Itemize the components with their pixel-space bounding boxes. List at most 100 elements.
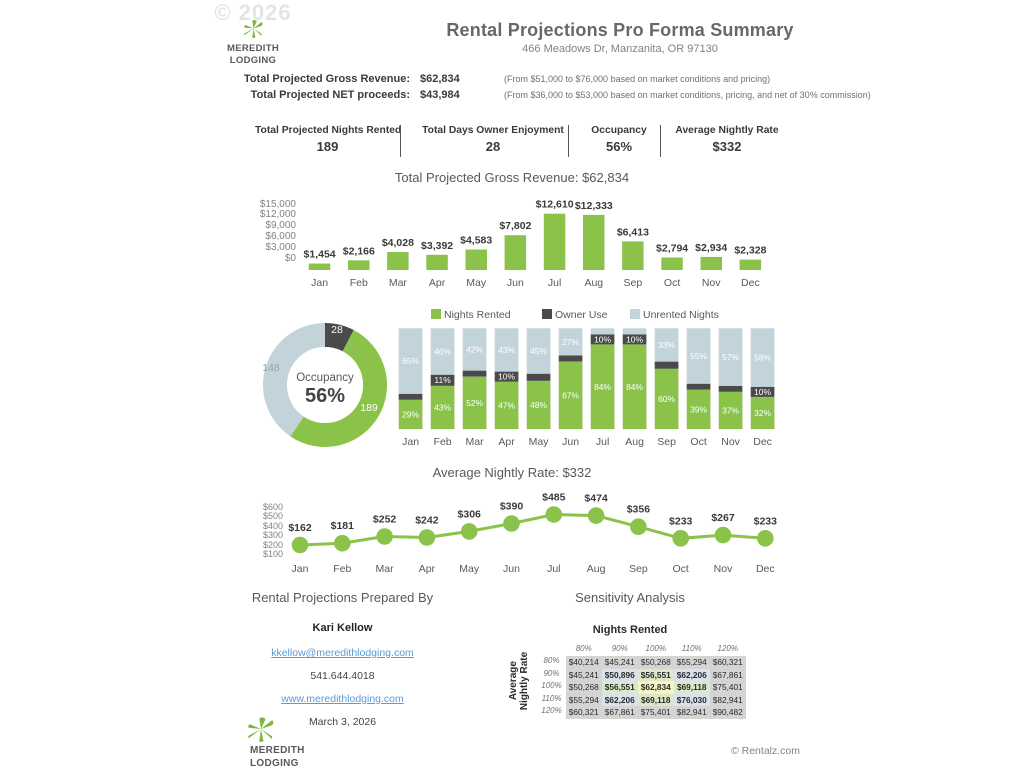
svg-text:Dec: Dec	[756, 563, 775, 575]
svg-text:Jun: Jun	[507, 277, 524, 289]
svg-text:Aug: Aug	[584, 277, 603, 289]
svg-text:Nov: Nov	[721, 436, 740, 448]
svg-text:10%: 10%	[498, 372, 515, 382]
svg-text:Jul: Jul	[548, 277, 561, 289]
svg-text:Oct: Oct	[664, 277, 680, 289]
svg-text:11%: 11%	[434, 375, 451, 385]
svg-text:$233: $233	[669, 515, 693, 527]
svg-text:$4,028: $4,028	[382, 237, 414, 249]
svg-text:$252: $252	[373, 514, 397, 526]
svg-text:$2,166: $2,166	[343, 245, 375, 257]
svg-text:58%: 58%	[754, 353, 771, 363]
svg-text:Jun: Jun	[562, 436, 579, 448]
svg-text:$6,413: $6,413	[617, 226, 649, 238]
svg-text:Feb: Feb	[333, 563, 351, 575]
svg-text:Feb: Feb	[350, 277, 368, 289]
svg-text:67%: 67%	[562, 390, 579, 400]
svg-text:Nov: Nov	[714, 563, 733, 575]
svg-text:56%: 56%	[305, 385, 345, 407]
svg-text:28: 28	[331, 324, 343, 336]
svg-text:$300: $300	[263, 530, 283, 540]
svg-text:$306: $306	[458, 508, 482, 520]
svg-text:$7,802: $7,802	[499, 220, 531, 232]
svg-text:Jan: Jan	[311, 277, 328, 289]
svg-text:Jul: Jul	[547, 563, 560, 575]
svg-text:47%: 47%	[498, 400, 515, 410]
svg-text:$242: $242	[415, 515, 439, 527]
svg-text:$2,794: $2,794	[656, 243, 688, 255]
svg-text:Mar: Mar	[466, 436, 485, 448]
svg-text:37%: 37%	[722, 406, 739, 416]
svg-text:Mar: Mar	[376, 563, 395, 575]
svg-text:May: May	[466, 277, 487, 289]
svg-text:$162: $162	[288, 522, 312, 534]
svg-text:$0: $0	[285, 253, 297, 264]
svg-text:Dec: Dec	[741, 277, 760, 289]
svg-text:39%: 39%	[690, 404, 707, 414]
svg-text:$100: $100	[263, 549, 283, 559]
svg-text:Nights Rented: Nights Rented	[444, 309, 511, 321]
svg-text:Nov: Nov	[702, 277, 721, 289]
svg-text:65%: 65%	[402, 356, 419, 366]
svg-text:Apr: Apr	[498, 436, 515, 448]
svg-text:57%: 57%	[722, 352, 739, 362]
svg-text:May: May	[529, 436, 550, 448]
svg-text:Sep: Sep	[624, 277, 643, 289]
svg-text:$474: $474	[584, 493, 608, 505]
svg-text:84%: 84%	[594, 382, 611, 392]
svg-text:$12,333: $12,333	[575, 200, 613, 212]
svg-text:$3,392: $3,392	[421, 240, 453, 252]
svg-text:$233: $233	[754, 515, 778, 527]
svg-text:43%: 43%	[434, 402, 451, 412]
svg-text:29%: 29%	[402, 410, 419, 420]
svg-text:Jan: Jan	[402, 436, 419, 448]
svg-text:$12,000: $12,000	[260, 209, 297, 220]
svg-text:$2,934: $2,934	[695, 242, 727, 254]
svg-text:Unrented Nights: Unrented Nights	[643, 309, 719, 321]
svg-text:Jun: Jun	[503, 563, 520, 575]
svg-text:$500: $500	[263, 511, 283, 521]
svg-text:$181: $181	[331, 520, 355, 532]
svg-text:48%: 48%	[530, 400, 547, 410]
svg-text:189: 189	[360, 402, 378, 414]
svg-text:10%: 10%	[594, 334, 611, 344]
svg-text:55%: 55%	[690, 351, 707, 361]
svg-text:$267: $267	[711, 512, 735, 524]
svg-text:$1,454: $1,454	[304, 249, 336, 261]
svg-text:Occupancy: Occupancy	[296, 372, 354, 384]
svg-text:27%: 27%	[562, 337, 579, 347]
svg-text:43%: 43%	[498, 345, 515, 355]
svg-text:Sep: Sep	[657, 436, 676, 448]
svg-text:60%: 60%	[658, 394, 675, 404]
svg-text:52%: 52%	[466, 398, 483, 408]
svg-text:$356: $356	[627, 504, 651, 516]
svg-text:45%: 45%	[530, 346, 547, 356]
svg-text:Dec: Dec	[753, 436, 772, 448]
svg-text:84%: 84%	[626, 382, 643, 392]
svg-text:Feb: Feb	[434, 436, 452, 448]
svg-text:Owner Use: Owner Use	[555, 309, 608, 321]
svg-text:Jan: Jan	[292, 563, 309, 575]
svg-text:42%: 42%	[466, 345, 483, 355]
svg-text:Oct: Oct	[690, 436, 706, 448]
svg-text:Apr: Apr	[419, 563, 436, 575]
svg-text:Aug: Aug	[625, 436, 644, 448]
svg-text:$3,000: $3,000	[265, 242, 296, 253]
svg-text:$2,328: $2,328	[734, 245, 766, 257]
svg-text:10%: 10%	[626, 334, 643, 344]
svg-text:$390: $390	[500, 501, 524, 513]
svg-text:$12,610: $12,610	[536, 199, 574, 211]
svg-text:148: 148	[262, 362, 280, 374]
svg-text:May: May	[459, 563, 480, 575]
svg-text:Sep: Sep	[629, 563, 648, 575]
svg-text:Mar: Mar	[389, 277, 408, 289]
svg-text:10%: 10%	[754, 387, 771, 397]
svg-text:$485: $485	[542, 492, 566, 504]
svg-text:Oct: Oct	[673, 563, 689, 575]
svg-text:32%: 32%	[754, 408, 771, 418]
svg-text:$6,000: $6,000	[265, 231, 296, 242]
svg-text:$4,583: $4,583	[460, 235, 492, 247]
svg-text:Apr: Apr	[429, 277, 446, 289]
svg-text:46%: 46%	[434, 347, 451, 357]
svg-text:$9,000: $9,000	[265, 220, 296, 231]
